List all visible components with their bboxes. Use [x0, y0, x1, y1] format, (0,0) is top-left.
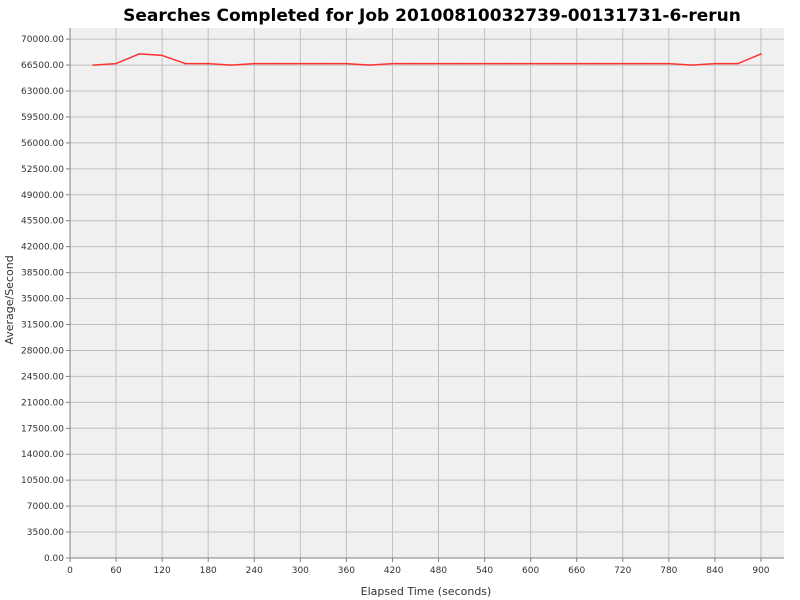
- y-tick-label: 7000.00: [27, 502, 64, 512]
- y-tick-label: 35000.00: [21, 295, 64, 305]
- x-tick-label: 0: [67, 566, 73, 576]
- chart-title: Searches Completed for Job 2010081003273…: [123, 6, 741, 26]
- axes: [69, 28, 784, 559]
- y-tick-label: 14000.00: [21, 450, 64, 460]
- y-tick-label: 49000.00: [21, 191, 64, 201]
- data-point: [322, 62, 325, 65]
- y-tick-label: 17500.00: [21, 424, 64, 434]
- y-tick-label: 42000.00: [21, 243, 64, 253]
- y-tick-label: 45500.00: [21, 217, 64, 227]
- data-point: [575, 62, 578, 65]
- y-tick-label: 24500.00: [21, 372, 64, 382]
- data-point: [253, 62, 256, 65]
- y-tick-label: 21000.00: [21, 398, 64, 408]
- y-tick-label: 38500.00: [21, 269, 64, 279]
- x-tick-label: 60: [110, 566, 122, 576]
- y-tick-label: 3500.00: [27, 528, 64, 538]
- data-point: [276, 62, 279, 65]
- data-point: [437, 62, 440, 65]
- x-tick-label: 240: [246, 566, 263, 576]
- x-axis-label: Elapsed Time (seconds): [361, 585, 492, 598]
- data-point: [737, 62, 739, 65]
- data-point: [714, 62, 716, 65]
- x-tick-label: 540: [476, 566, 493, 576]
- data-point: [460, 62, 463, 65]
- data-point: [691, 64, 693, 66]
- data-point: [391, 62, 394, 65]
- series-group: [92, 53, 762, 66]
- data-point: [414, 62, 417, 65]
- x-tick-label: 480: [430, 566, 447, 576]
- data-point: [230, 64, 233, 66]
- y-tick-label: 0.00: [44, 554, 64, 564]
- x-tick-label: 600: [522, 566, 539, 576]
- data-point: [760, 53, 762, 55]
- x-tick-label: 780: [660, 566, 677, 576]
- data-point: [552, 62, 555, 65]
- data-point: [138, 53, 140, 55]
- data-point: [668, 62, 670, 65]
- data-point: [184, 62, 186, 65]
- data-point: [598, 62, 601, 65]
- x-tick-label: 180: [200, 566, 217, 576]
- data-point: [161, 54, 163, 57]
- y-tick-label: 52500.00: [21, 165, 64, 175]
- y-tick-label: 63000.00: [21, 87, 64, 97]
- y-tick-label: 31500.00: [21, 321, 64, 331]
- gridlines: [70, 28, 784, 558]
- data-point: [483, 62, 486, 65]
- x-tick-label: 900: [752, 566, 769, 576]
- x-tick-label: 360: [338, 566, 355, 576]
- y-tick-label: 28000.00: [21, 346, 64, 356]
- x-tick-label: 420: [384, 566, 401, 576]
- x-tick-label: 720: [614, 566, 631, 576]
- x-tick-label: 660: [568, 566, 585, 576]
- x-axis-ticks: 0 60 120 180 240 300 360 420 480 540 600 660 720 780 8…: [67, 558, 770, 576]
- x-tick-label: 840: [706, 566, 723, 576]
- data-point: [207, 62, 209, 65]
- data-point: [345, 62, 348, 65]
- y-tick-label: 70000.00: [21, 35, 64, 45]
- y-tick-label: 10500.00: [21, 476, 64, 486]
- data-point: [529, 62, 532, 65]
- series-line: [92, 53, 762, 66]
- y-axis-label: Average/Second: [3, 255, 16, 344]
- data-point: [368, 64, 371, 66]
- x-tick-label: 120: [154, 566, 171, 576]
- data-point: [506, 62, 509, 65]
- y-tick-label: 66500.00: [21, 61, 64, 71]
- x-tick-label: 300: [292, 566, 309, 576]
- y-tick-label: 59500.00: [21, 113, 64, 123]
- data-point: [115, 62, 117, 65]
- plot-area: [70, 28, 784, 558]
- data-point: [621, 62, 624, 65]
- data-point: [299, 62, 302, 65]
- data-point: [645, 62, 647, 65]
- y-tick-label: 56000.00: [21, 139, 64, 149]
- data-point: [92, 64, 94, 66]
- y-axis-ticks: 0.00 3500.00 7000.00 10500.00 14000.00 17500.…: [21, 35, 70, 564]
